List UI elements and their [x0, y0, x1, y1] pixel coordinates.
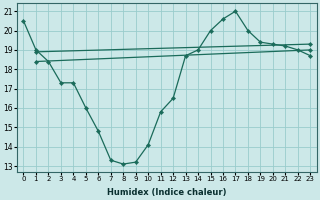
X-axis label: Humidex (Indice chaleur): Humidex (Indice chaleur) [107, 188, 227, 197]
